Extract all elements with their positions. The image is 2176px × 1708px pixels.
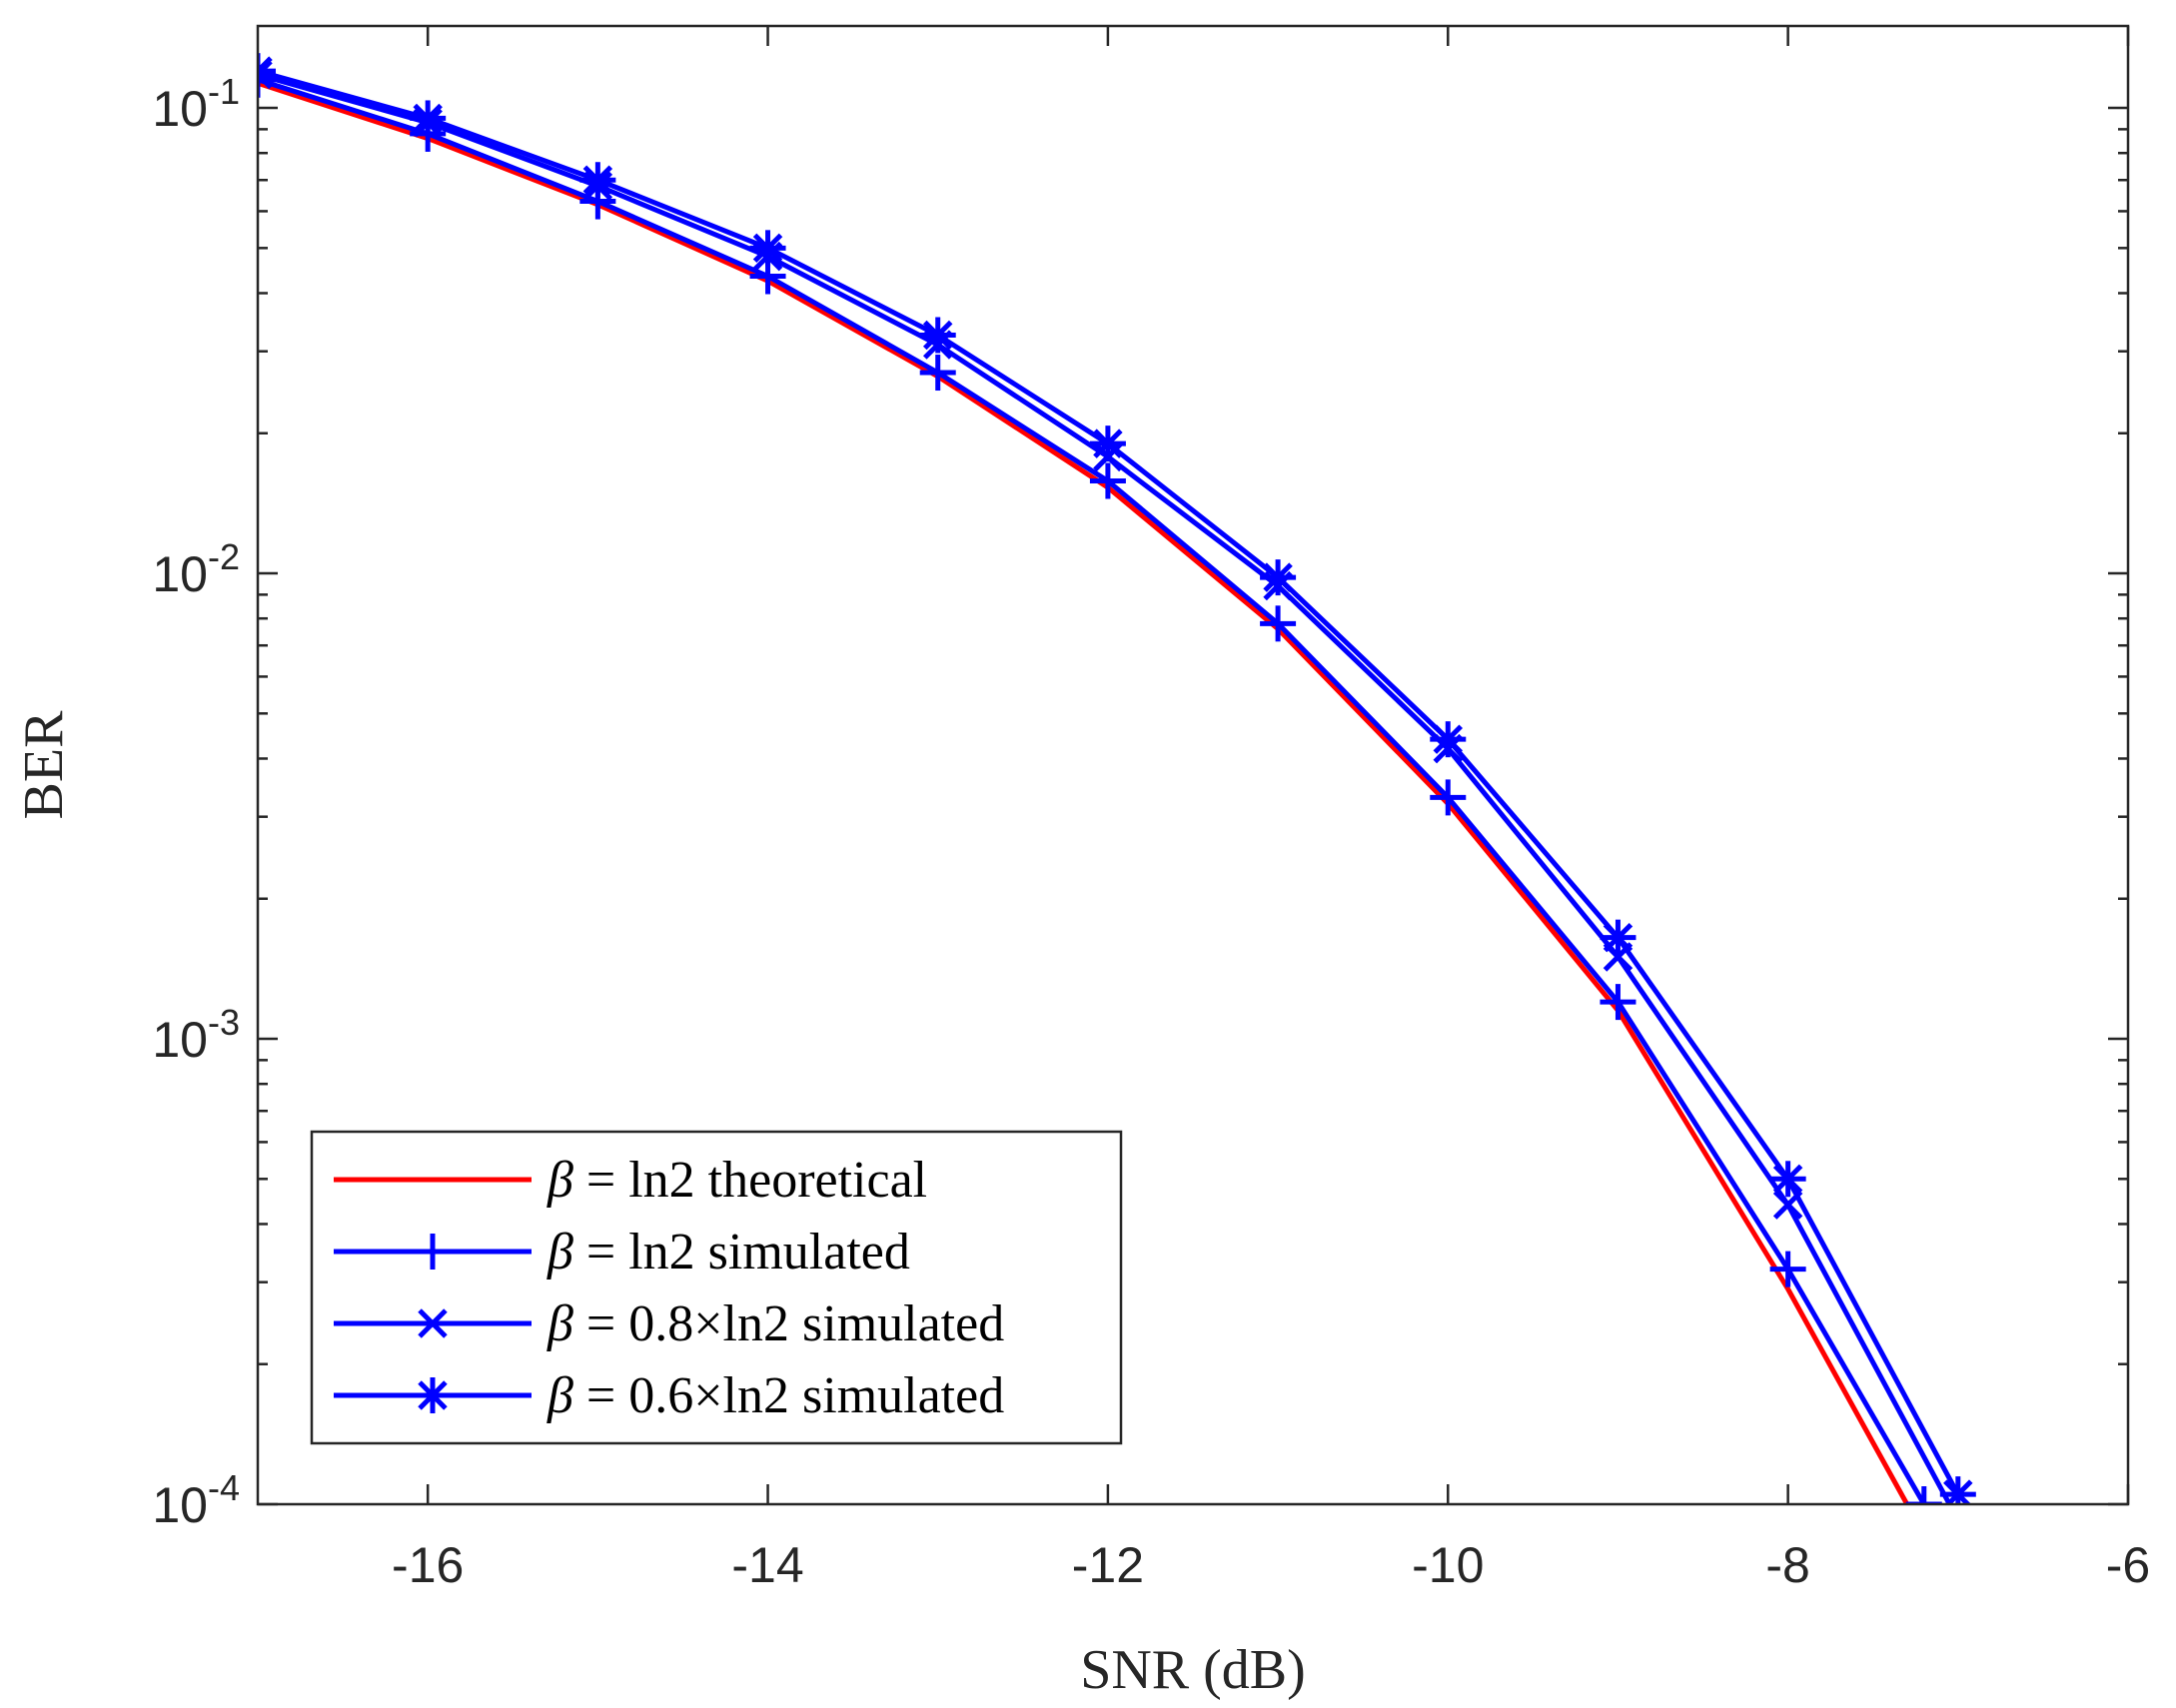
y-tick-base: 10 — [152, 81, 208, 137]
y-tick-exponent: -2 — [208, 536, 240, 577]
series-1 — [258, 61, 1942, 1504]
y-tick-exponent: -3 — [208, 1002, 240, 1043]
y-tick-label: 10-2 — [152, 536, 240, 602]
marker-stroke — [418, 1308, 448, 1338]
x-tick-labels: -16 -14 -12 -10 -8 -6 — [392, 1537, 2150, 1593]
x-axis-label: SNR (dB) — [1080, 1639, 1306, 1701]
y-tick-base: 10 — [152, 1477, 208, 1533]
y-tick-label: 10-1 — [152, 71, 240, 137]
data-point-marker — [579, 162, 616, 199]
data-point-marker — [1430, 721, 1467, 758]
data-point-marker — [1600, 919, 1636, 956]
legend-label-text: = ln2 theoretical — [573, 1152, 927, 1209]
legend-label-text: = ln2 simulated — [573, 1224, 910, 1281]
marker-stroke — [582, 165, 613, 195]
y-tick-exponent: -1 — [208, 71, 240, 112]
y-tick-label: 10-3 — [152, 1002, 240, 1068]
marker-stroke — [1433, 724, 1464, 754]
legend-marker — [418, 1308, 448, 1338]
y-tick-exponent: -4 — [208, 1467, 240, 1508]
data-point-marker — [258, 53, 276, 90]
y-axis-label: BER — [13, 710, 75, 820]
data-point-marker — [919, 355, 956, 392]
plot-area — [258, 53, 1976, 1504]
legend-item: β = 0.6×ln2 simulated — [334, 1367, 1004, 1424]
data-point-marker — [1089, 426, 1126, 462]
data-point-marker — [1905, 1486, 1942, 1504]
legend-label-text: = 0.6×ln2 simulated — [573, 1367, 1004, 1424]
legend-symbol: β — [546, 1152, 573, 1209]
axes-box — [256, 24, 2130, 1506]
data-point-marker — [1769, 1251, 1806, 1287]
marker-stroke — [258, 67, 273, 86]
legend-label-text: = 0.8×ln2 simulated — [573, 1295, 1004, 1352]
legend-item: β = ln2 simulated — [334, 1224, 910, 1281]
legend-symbol: β — [546, 1295, 573, 1352]
data-point-marker — [1260, 605, 1297, 642]
data-point-marker — [919, 317, 956, 354]
legend-label: β = ln2 simulated — [546, 1224, 910, 1281]
y-tick-base: 10 — [152, 1012, 208, 1068]
x-tick-label: -10 — [1412, 1537, 1484, 1593]
x-tick-label: -6 — [2106, 1537, 2150, 1593]
legend-symbol: β — [546, 1224, 573, 1281]
y-tick-base: 10 — [152, 546, 208, 602]
series-3 — [258, 53, 1976, 1504]
y-tick-label: 10-4 — [152, 1467, 240, 1533]
marker-stroke — [1772, 1164, 1803, 1195]
x-tick-label: -12 — [1072, 1537, 1144, 1593]
data-point-marker — [1769, 1161, 1806, 1198]
legend-label: β = 0.6×ln2 simulated — [546, 1367, 1004, 1424]
legend-label: β = ln2 theoretical — [546, 1152, 927, 1209]
data-point-marker — [1260, 559, 1297, 596]
x-tick-label: -8 — [1765, 1537, 1809, 1593]
data-point-marker — [1600, 984, 1636, 1021]
legend-symbol: β — [546, 1367, 573, 1424]
legend-box — [310, 1130, 1123, 1445]
data-point-marker — [1089, 462, 1126, 499]
legend-marker — [415, 1234, 451, 1270]
marker-stroke — [1093, 428, 1123, 458]
data-point-marker — [1430, 779, 1467, 816]
x-tick-label: -14 — [731, 1537, 803, 1593]
data-point-marker — [410, 100, 447, 137]
marker-stroke — [1263, 562, 1293, 592]
x-tick-label: -16 — [392, 1537, 464, 1593]
legend-item: β = ln2 theoretical — [334, 1152, 927, 1209]
marker-stroke — [258, 56, 273, 75]
legend-item: β = 0.8×ln2 simulated — [334, 1295, 1004, 1352]
marker-stroke — [752, 233, 783, 264]
marker-stroke — [413, 103, 443, 134]
marker-stroke — [418, 1380, 448, 1410]
legend-marker — [415, 1377, 451, 1413]
data-point-marker — [749, 230, 786, 267]
marker-stroke — [1603, 922, 1633, 953]
marker-stroke — [922, 320, 953, 351]
legend-label: β = 0.8×ln2 simulated — [546, 1295, 1004, 1352]
y-tick-labels: 10-110-210-310-4 — [152, 71, 240, 1533]
